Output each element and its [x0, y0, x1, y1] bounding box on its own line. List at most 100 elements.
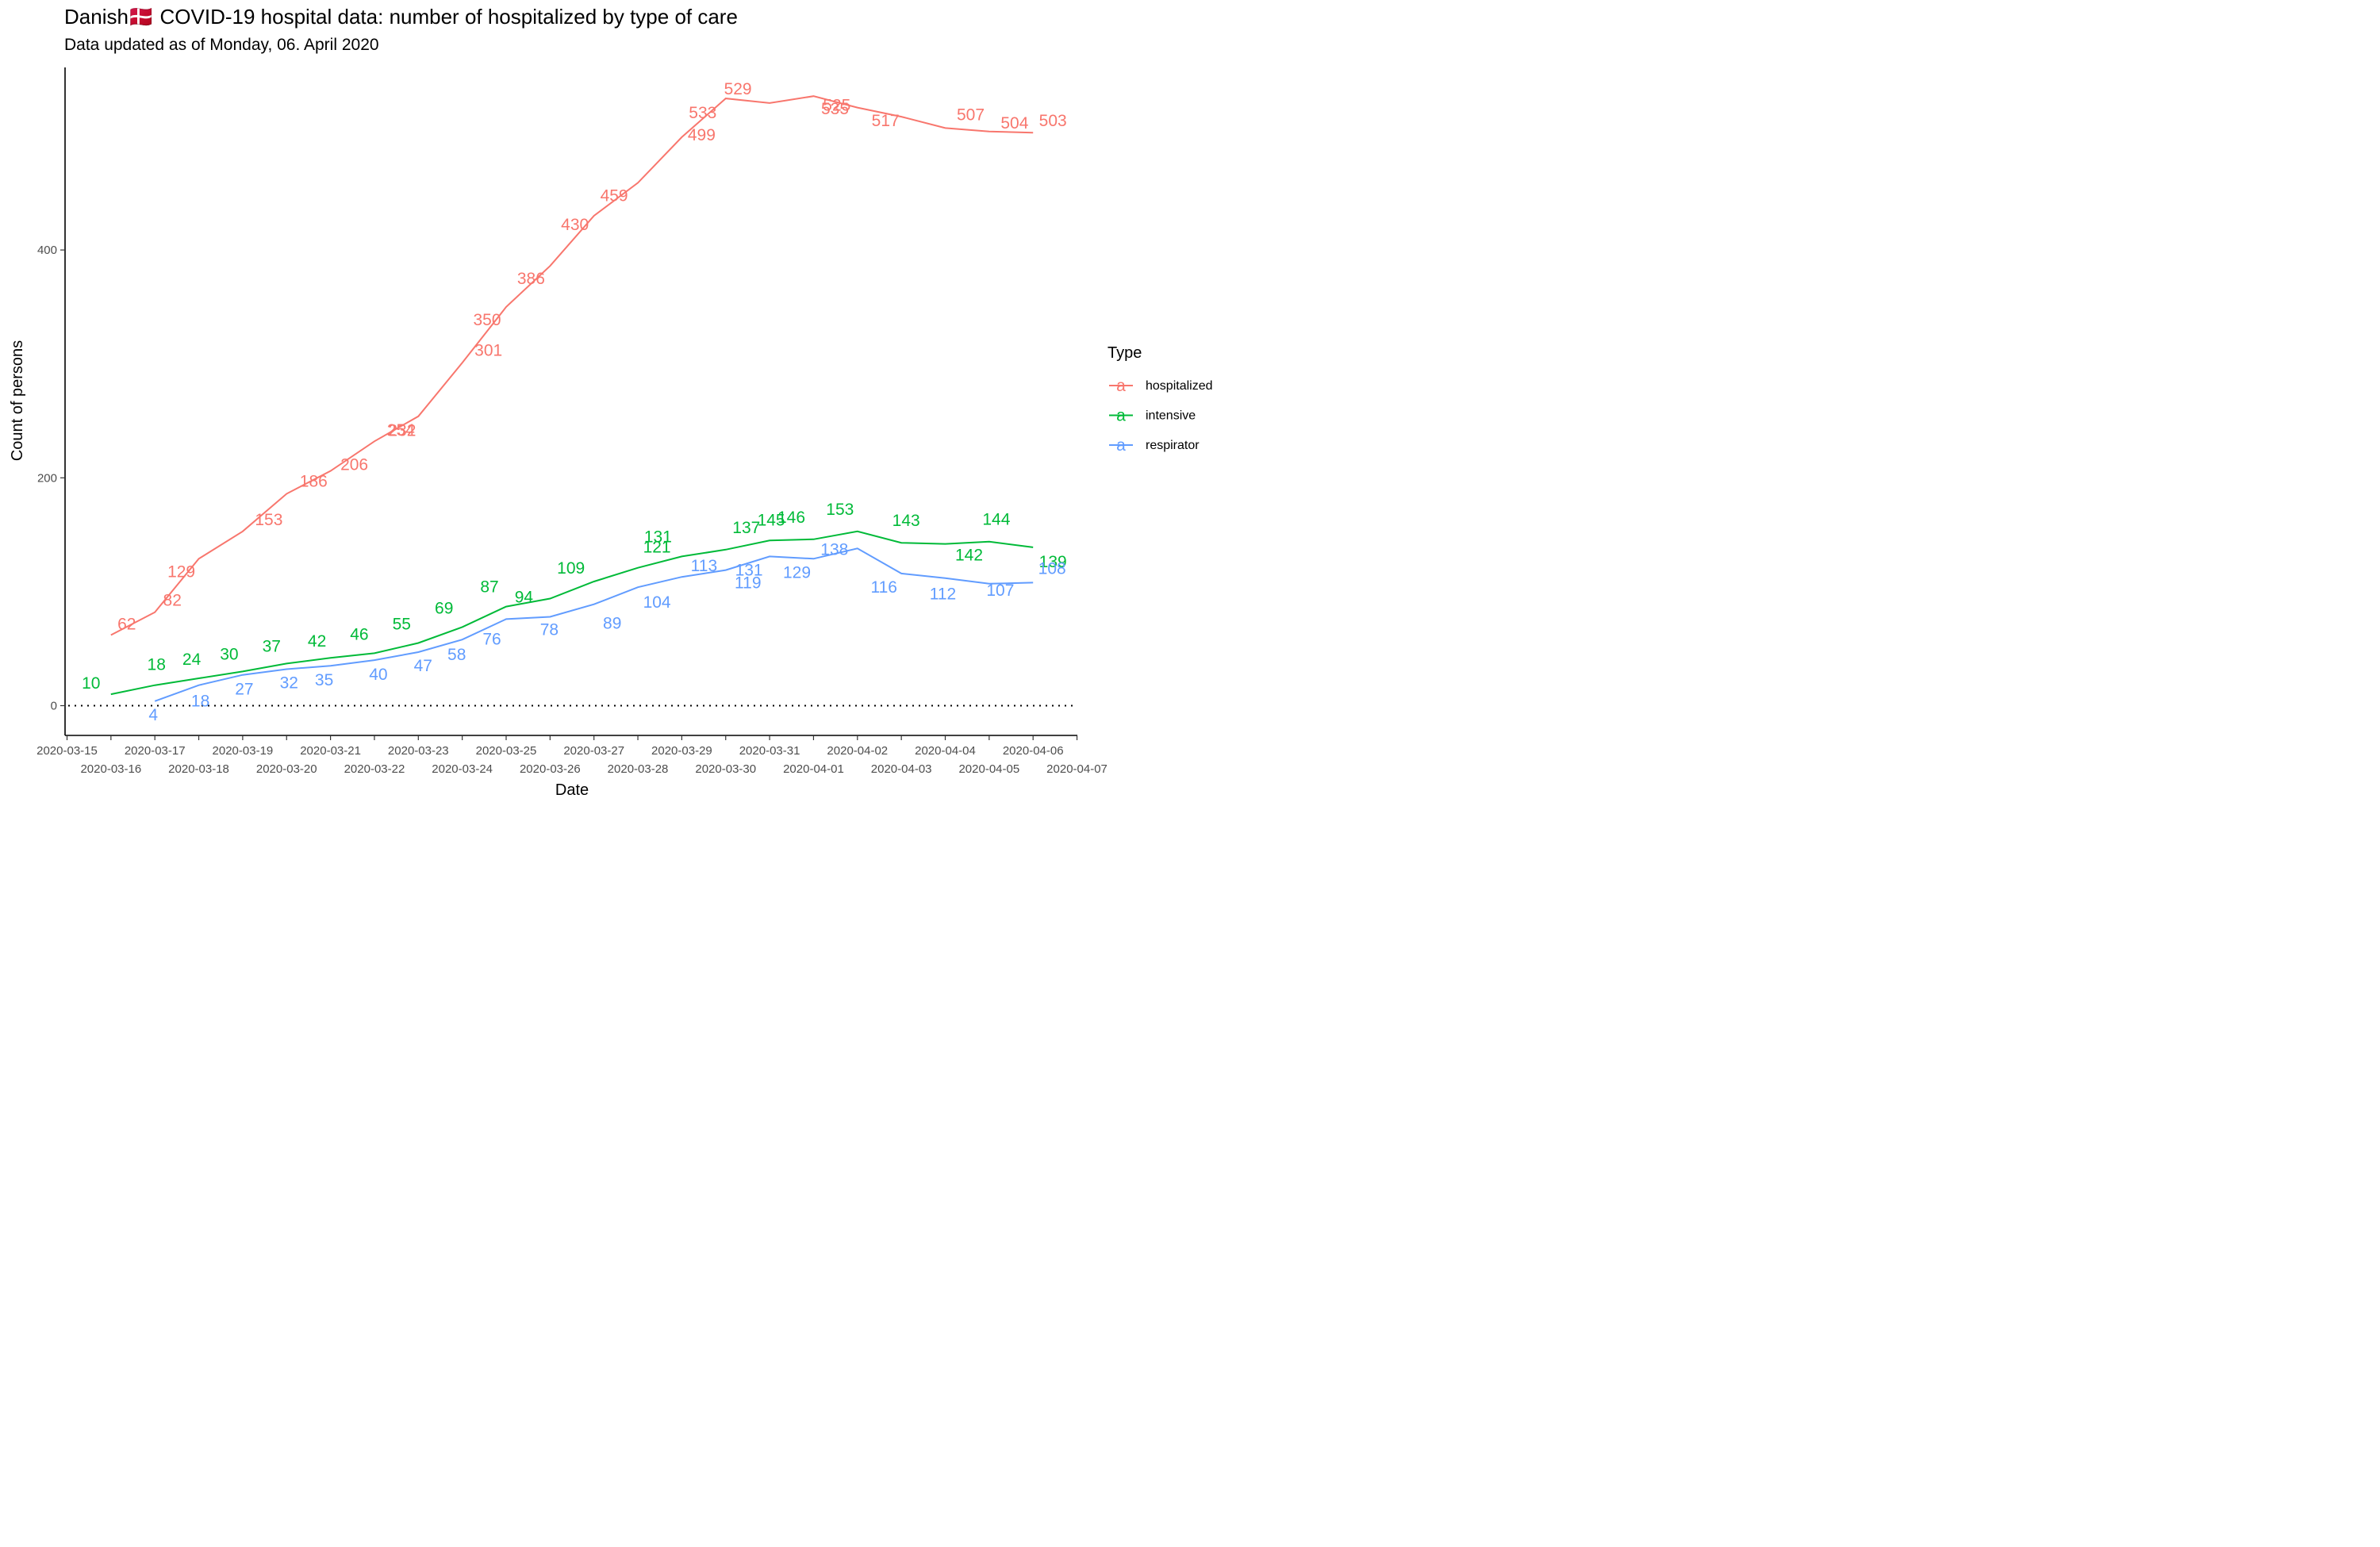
data-label-respirator: 89 [603, 615, 621, 633]
data-label-hospitalized: 507 [957, 106, 985, 124]
data-label-intensive: 109 [557, 559, 585, 578]
data-label-intensive: 153 [826, 501, 854, 519]
y-tick-label: 0 [51, 700, 57, 713]
data-label-respirator: 40 [369, 666, 387, 684]
chart-title: Danish🇩🇰 COVID-19 hospital data: number … [64, 5, 738, 29]
legend-label: respirator [1146, 439, 1200, 452]
data-label-hospitalized: 459 [601, 186, 628, 205]
data-label-respirator: 138 [820, 540, 848, 559]
legend-item-intensive: a intensive [1109, 407, 1196, 425]
data-label-intensive: 55 [393, 616, 411, 634]
x-tick-label: 2020-04-05 [958, 762, 1019, 776]
data-label-hospitalized: 430 [561, 216, 589, 234]
x-tick-label: 2020-03-20 [256, 762, 317, 776]
data-label-intensive: 139 [1039, 553, 1067, 571]
data-label-hospitalized: 529 [724, 80, 752, 98]
x-tick-label: 2020-03-19 [213, 744, 274, 758]
series-lines [110, 95, 1034, 702]
x-tick-label: 2020-03-27 [563, 744, 624, 758]
x-tick-label: 2020-04-03 [871, 762, 932, 776]
data-label-respirator: 78 [540, 621, 559, 639]
x-tick-label: 2020-03-29 [651, 744, 712, 758]
data-label-respirator: 4 [148, 706, 158, 724]
legend-label: intensive [1146, 409, 1196, 423]
x-tick-label: 2020-03-28 [608, 762, 669, 776]
data-label-respirator: 27 [235, 681, 253, 699]
legend-item-respirator: a respirator [1109, 436, 1200, 455]
x-tick-label: 2020-03-24 [432, 762, 493, 776]
y-tick-label: 400 [37, 244, 57, 257]
data-label-intensive: 137 [732, 519, 760, 537]
data-label-hospitalized: 186 [300, 472, 328, 490]
x-axis-ticks: 2020-03-15 2020-03-16 2020-03-17 2020-03-18… [36, 735, 1107, 776]
data-label-hospitalized: 153 [255, 511, 282, 529]
data-label-intensive: 10 [82, 674, 100, 693]
x-tick-label: 2020-04-06 [1003, 744, 1064, 758]
data-label-respirator: 76 [482, 630, 501, 648]
x-axis-title: Date [555, 781, 589, 799]
data-label-respirator: 107 [986, 582, 1014, 600]
legend-key-glyph: a [1116, 377, 1126, 395]
data-label-hospitalized: 232 [388, 421, 416, 440]
x-tick-label: 2020-03-31 [739, 744, 800, 758]
data-label-intensive: 142 [955, 547, 983, 565]
data-label-intensive: 37 [263, 637, 281, 655]
data-label-respirator: 58 [447, 646, 466, 664]
x-tick-label: 2020-03-22 [344, 762, 405, 776]
x-tick-label: 2020-03-26 [520, 762, 581, 776]
data-label-hospitalized: 301 [474, 341, 502, 359]
data-label-intensive: 46 [350, 625, 368, 643]
data-label-hospitalized: 499 [688, 126, 716, 144]
legend-title: Type [1107, 344, 1142, 362]
data-label-hospitalized: 386 [517, 270, 545, 288]
x-tick-label: 2020-03-25 [476, 744, 537, 758]
data-label-respirator: 119 [735, 574, 761, 593]
data-label-respirator: 116 [870, 578, 896, 597]
x-tick-label: 2020-03-18 [168, 762, 229, 776]
legend-item-hospitalized: a hospitalized [1109, 377, 1213, 395]
data-label-intensive: 131 [644, 528, 672, 546]
legend: Type a hospitalized a intensive a respirator [1107, 344, 1213, 455]
axes [64, 67, 1077, 736]
x-tick-label: 2020-03-30 [695, 762, 756, 776]
line-chart: 2020-03-15 2020-03-16 2020-03-17 2020-03-18… [9, 67, 1213, 799]
data-label-hospitalized: 82 [163, 592, 182, 610]
data-label-hospitalized: 504 [1000, 114, 1028, 132]
data-label-respirator: 35 [315, 671, 333, 689]
data-label-respirator: 104 [643, 593, 671, 612]
y-tick-label: 200 [37, 471, 57, 485]
x-tick-label: 2020-04-01 [783, 762, 844, 776]
y-axis-title: Count of persons [9, 340, 26, 461]
data-label-intensive: 145 [758, 511, 785, 529]
data-label-intensive: 24 [182, 651, 202, 669]
data-label-respirator: 18 [191, 693, 209, 711]
legend-label: hospitalized [1146, 379, 1213, 393]
data-label-intensive: 146 [777, 509, 805, 527]
data-label-hospitalized: 503 [1039, 112, 1067, 130]
x-tick-label: 2020-03-17 [125, 744, 186, 758]
data-label-hospitalized: 350 [473, 311, 501, 329]
data-label-intensive: 87 [480, 578, 498, 597]
series-line-respirator [154, 547, 1034, 702]
data-labels: 6282129153186206232254301350386430459499… [82, 80, 1067, 724]
data-label-hospitalized: 535 [821, 100, 849, 118]
x-tick-label: 2020-03-15 [36, 744, 98, 758]
data-label-hospitalized: 533 [689, 104, 716, 122]
x-tick-label: 2020-04-04 [915, 744, 976, 758]
data-label-intensive: 18 [148, 656, 166, 674]
x-tick-label: 2020-03-16 [80, 762, 141, 776]
data-label-hospitalized: 525 [823, 97, 850, 115]
data-label-respirator: 113 [691, 557, 717, 575]
y-axis-ticks: 0 200 400 [37, 244, 65, 713]
x-tick-label: 2020-03-21 [300, 744, 361, 758]
series-line-intensive [110, 530, 1034, 696]
data-label-intensive: 69 [435, 599, 453, 617]
data-label-respirator: 112 [930, 585, 956, 604]
series-line-hospitalized [110, 95, 1034, 636]
data-label-intensive: 121 [643, 539, 671, 557]
legend-key-glyph: a [1116, 407, 1126, 425]
data-label-hospitalized: 206 [340, 456, 368, 474]
data-label-intensive: 30 [220, 645, 238, 663]
data-label-respirator: 129 [783, 563, 811, 582]
data-label-hospitalized: 517 [872, 112, 900, 130]
